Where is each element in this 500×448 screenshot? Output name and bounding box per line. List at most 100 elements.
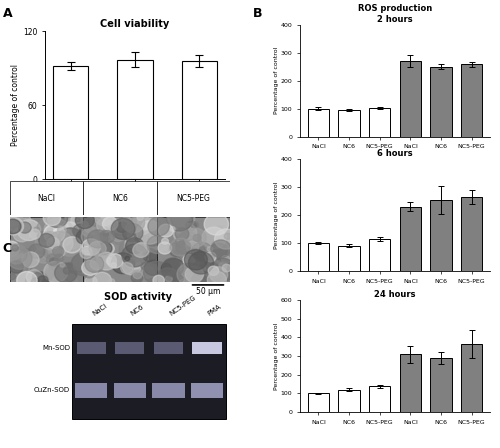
Circle shape — [184, 228, 206, 247]
FancyBboxPatch shape — [75, 383, 108, 398]
Bar — [308, 393, 329, 412]
Circle shape — [207, 247, 212, 251]
Circle shape — [18, 222, 31, 233]
Circle shape — [59, 237, 80, 256]
Circle shape — [32, 255, 50, 271]
Circle shape — [107, 254, 123, 268]
Title: Cell viability: Cell viability — [100, 19, 170, 29]
Circle shape — [17, 220, 41, 241]
Circle shape — [211, 240, 231, 258]
Bar — [182, 61, 217, 179]
Bar — [308, 109, 329, 137]
Circle shape — [183, 254, 195, 265]
Circle shape — [111, 218, 135, 239]
FancyBboxPatch shape — [156, 217, 230, 282]
Bar — [400, 207, 421, 271]
Circle shape — [66, 263, 72, 267]
Circle shape — [30, 269, 38, 276]
Circle shape — [74, 261, 84, 270]
Circle shape — [190, 275, 203, 288]
Circle shape — [125, 256, 130, 261]
Circle shape — [89, 241, 106, 256]
Text: NaCl: NaCl — [38, 194, 56, 203]
Bar — [461, 344, 482, 412]
Circle shape — [76, 218, 80, 222]
Circle shape — [43, 243, 62, 260]
Circle shape — [43, 210, 60, 226]
Circle shape — [162, 259, 186, 281]
Circle shape — [76, 211, 94, 228]
Circle shape — [198, 250, 210, 262]
Circle shape — [96, 252, 116, 270]
Circle shape — [222, 255, 230, 263]
Circle shape — [106, 218, 117, 228]
Circle shape — [162, 263, 172, 272]
Circle shape — [10, 250, 25, 264]
Circle shape — [82, 239, 100, 255]
Circle shape — [210, 258, 236, 281]
Circle shape — [176, 238, 185, 246]
Circle shape — [144, 262, 170, 284]
Circle shape — [170, 207, 195, 229]
Circle shape — [35, 233, 56, 252]
Circle shape — [180, 258, 206, 280]
FancyBboxPatch shape — [114, 383, 146, 398]
Circle shape — [180, 277, 185, 282]
Circle shape — [122, 224, 143, 242]
Circle shape — [192, 242, 212, 261]
Circle shape — [147, 236, 168, 254]
Circle shape — [48, 260, 60, 270]
Circle shape — [193, 234, 201, 241]
Text: Mn-SOD: Mn-SOD — [42, 345, 70, 351]
Circle shape — [60, 263, 64, 267]
Circle shape — [16, 271, 37, 289]
Y-axis label: Percentage of control: Percentage of control — [11, 64, 20, 146]
Title: SOD activity: SOD activity — [104, 293, 172, 302]
Text: B: B — [252, 7, 262, 20]
Circle shape — [52, 227, 72, 246]
Circle shape — [191, 222, 198, 228]
Circle shape — [6, 212, 23, 227]
Circle shape — [64, 271, 76, 282]
Circle shape — [12, 226, 20, 233]
Circle shape — [124, 241, 139, 254]
Circle shape — [214, 229, 238, 249]
Circle shape — [194, 246, 205, 256]
Text: NC6: NC6 — [112, 194, 128, 203]
Circle shape — [124, 225, 140, 238]
Text: CuZn-SOD: CuZn-SOD — [34, 387, 70, 393]
Circle shape — [10, 261, 24, 273]
Text: NC6: NC6 — [130, 304, 145, 317]
Circle shape — [90, 214, 106, 227]
FancyBboxPatch shape — [84, 217, 156, 282]
Circle shape — [40, 232, 60, 250]
Circle shape — [32, 278, 40, 285]
Circle shape — [8, 274, 16, 280]
Circle shape — [16, 259, 24, 266]
Circle shape — [58, 226, 66, 234]
Circle shape — [167, 211, 188, 229]
Y-axis label: Percentage of control: Percentage of control — [274, 181, 279, 249]
Circle shape — [58, 228, 84, 251]
Circle shape — [71, 253, 98, 276]
Circle shape — [81, 221, 88, 228]
Circle shape — [122, 258, 141, 275]
Circle shape — [94, 209, 114, 226]
Circle shape — [46, 232, 73, 255]
Bar — [53, 66, 88, 179]
Circle shape — [125, 239, 135, 247]
Circle shape — [6, 241, 18, 252]
Circle shape — [205, 252, 216, 262]
Circle shape — [98, 242, 112, 254]
Circle shape — [126, 224, 134, 231]
Circle shape — [178, 231, 196, 247]
Circle shape — [203, 252, 208, 257]
Bar — [338, 390, 360, 412]
Circle shape — [80, 228, 85, 233]
Circle shape — [166, 208, 192, 231]
Circle shape — [54, 263, 77, 283]
Circle shape — [142, 249, 157, 262]
Circle shape — [93, 272, 112, 289]
Bar — [461, 65, 482, 137]
Circle shape — [52, 246, 64, 256]
